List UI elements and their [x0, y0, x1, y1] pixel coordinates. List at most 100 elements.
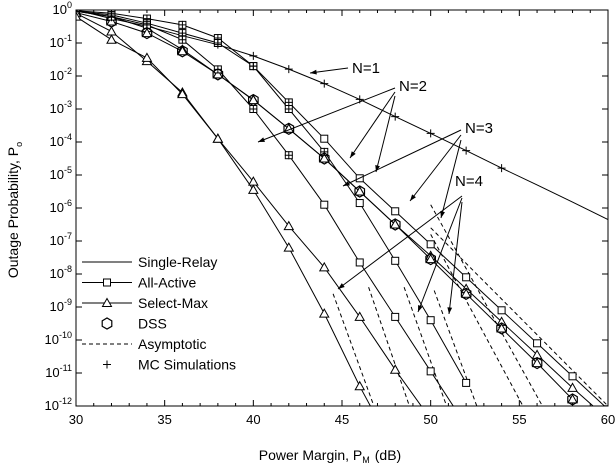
- legend-dss-label: DSS: [138, 316, 167, 332]
- x-axis-title-main: Power Margin, P: [259, 447, 362, 463]
- series-n5-select-max-marker: [141, 52, 153, 62]
- mc-marker: [249, 51, 258, 60]
- arrow-n2-a-head: [258, 137, 265, 142]
- mc-marker: [320, 79, 329, 88]
- mc-marker: [320, 147, 329, 156]
- x-tick-label: 30: [69, 412, 83, 427]
- y-tick-label: 10-3: [50, 99, 72, 116]
- series-n5-select-max-marker: [318, 308, 330, 318]
- series-n5-select-max-line: [76, 16, 371, 406]
- mc-marker: [497, 164, 506, 173]
- series-n5-select-max-marker: [177, 88, 188, 99]
- series-n3-select-max-marker: [318, 152, 330, 163]
- y-tick-label: 10-11: [45, 363, 72, 380]
- series-n2-all-active-marker: [320, 134, 329, 143]
- asymptote-line: [403, 287, 448, 406]
- y-tick-label: 10-5: [50, 165, 72, 182]
- label-n3: N=3: [465, 120, 493, 137]
- mc-marker: [284, 105, 293, 113]
- series-n4-select-max-marker: [318, 261, 330, 272]
- arrow-n4-b-head: [418, 305, 423, 312]
- series-n5-select-max-marker: [283, 242, 295, 252]
- legend-asymptotic-label: Asymptotic: [138, 336, 206, 352]
- series-n3-select-max-marker: [141, 27, 153, 38]
- series-n3-select-max-marker: [177, 45, 188, 56]
- asymptote-line: [368, 287, 410, 406]
- legend-mc-simulations-label: MC Simulations: [138, 357, 236, 373]
- arrow-n3-c: [440, 139, 462, 219]
- legend-select-max-marker: [101, 297, 113, 307]
- mc-marker: [462, 146, 471, 155]
- y-axis-title-main: Outage Probability, P: [5, 147, 21, 278]
- series-n2-all-active-marker: [426, 240, 435, 249]
- y-tick-label: 10-6: [50, 198, 72, 215]
- dss-marker: [318, 152, 330, 165]
- series-n2-select-max-marker: [567, 382, 578, 392]
- x-axis-title-unit: (dB): [375, 447, 401, 463]
- series-n5-select-max-marker: [212, 133, 224, 143]
- series-n4-select-max-marker: [106, 25, 117, 36]
- x-tick-label: 60: [601, 412, 615, 427]
- series-n3-select-max-marker: [496, 322, 507, 333]
- series-n2-all-active-marker: [568, 372, 577, 381]
- x-tick-label: 45: [335, 412, 349, 427]
- series-n4-all-active-marker: [355, 258, 364, 267]
- series-n3-all-active-line: [76, 10, 467, 384]
- annotations: N=1 N=2 N=3 N=4: [257, 60, 493, 315]
- y-tick-label: 10-2: [50, 66, 72, 83]
- series-n3-all-active-marker: [462, 378, 471, 387]
- arrow-n3-a: [342, 129, 462, 187]
- series-n5-select-max-marker: [76, 11, 82, 21]
- series-n2-all-active-marker: [391, 207, 400, 216]
- y-tick-label: 10-1: [50, 33, 72, 50]
- dss-marker: [283, 122, 295, 135]
- arrow-n2-c: [375, 95, 396, 173]
- plot-markers: [76, 10, 608, 406]
- arrow-n4-a-head: [338, 283, 345, 289]
- series-n3-select-max-marker: [531, 357, 543, 368]
- series-n5-select-max-marker: [106, 34, 117, 44]
- mc-marker: [178, 20, 187, 29]
- arrow-n2-a: [257, 87, 396, 143]
- series-n3-all-active-marker: [391, 256, 400, 265]
- y-axis-title-sub: o: [14, 142, 24, 147]
- mc-marker: [249, 105, 258, 113]
- series-n2-all-active-line: [76, 10, 606, 406]
- axes: 30 35 40 45 50 55 60 100 10-1 10-2 10-3 10-4 10-5 10-…: [45, 0, 616, 427]
- arrow-n4-c-head: [447, 307, 453, 314]
- x-tick-label: 35: [157, 412, 171, 427]
- x-axis-title-sub: M: [362, 455, 370, 465]
- series-n1-single-relay-line: [76, 10, 608, 221]
- dss-marker: [389, 218, 401, 231]
- arrow-n2-b-head: [350, 151, 356, 158]
- mc-marker: [249, 62, 258, 71]
- series-n3-select-max-marker: [567, 393, 578, 404]
- dss-marker: [531, 356, 543, 370]
- series-n5-select-max-marker: [354, 380, 366, 391]
- y-tick-label: 10-4: [50, 132, 72, 149]
- legend: Single-Relay All-Active Select-Max DSS Asymp…: [82, 254, 236, 373]
- asymptote-line: [430, 204, 543, 406]
- series-n3-select-max-marker: [460, 288, 472, 298]
- series-n2-all-active-marker: [462, 273, 471, 282]
- arrow-n3-c-head: [440, 211, 445, 218]
- series-n3-select-max-marker: [247, 94, 259, 105]
- mc-marker: [391, 112, 400, 121]
- y-axis-title: Outage Probability, Po: [5, 142, 24, 278]
- series-n4-all-active-marker: [320, 200, 329, 209]
- y-tick-label: 100: [53, 0, 72, 17]
- arrow-n3-b: [409, 134, 462, 202]
- x-axis-title: Power Margin, PM (dB): [259, 447, 401, 465]
- dss-marker: [177, 45, 188, 58]
- series-n4-all-active-marker: [426, 367, 435, 376]
- y-tick-label: 10-7: [50, 231, 72, 248]
- mc-marker: [213, 39, 222, 47]
- arrow-n4-a: [337, 195, 463, 290]
- dss-marker: [354, 185, 366, 198]
- mc-marker: [426, 129, 435, 138]
- x-tick-label: 55: [512, 412, 526, 427]
- series-n4-all-active-line: [76, 10, 454, 406]
- mc-marker: [284, 65, 293, 74]
- asymptote-line: [430, 234, 524, 406]
- mc-marker: [107, 12, 116, 21]
